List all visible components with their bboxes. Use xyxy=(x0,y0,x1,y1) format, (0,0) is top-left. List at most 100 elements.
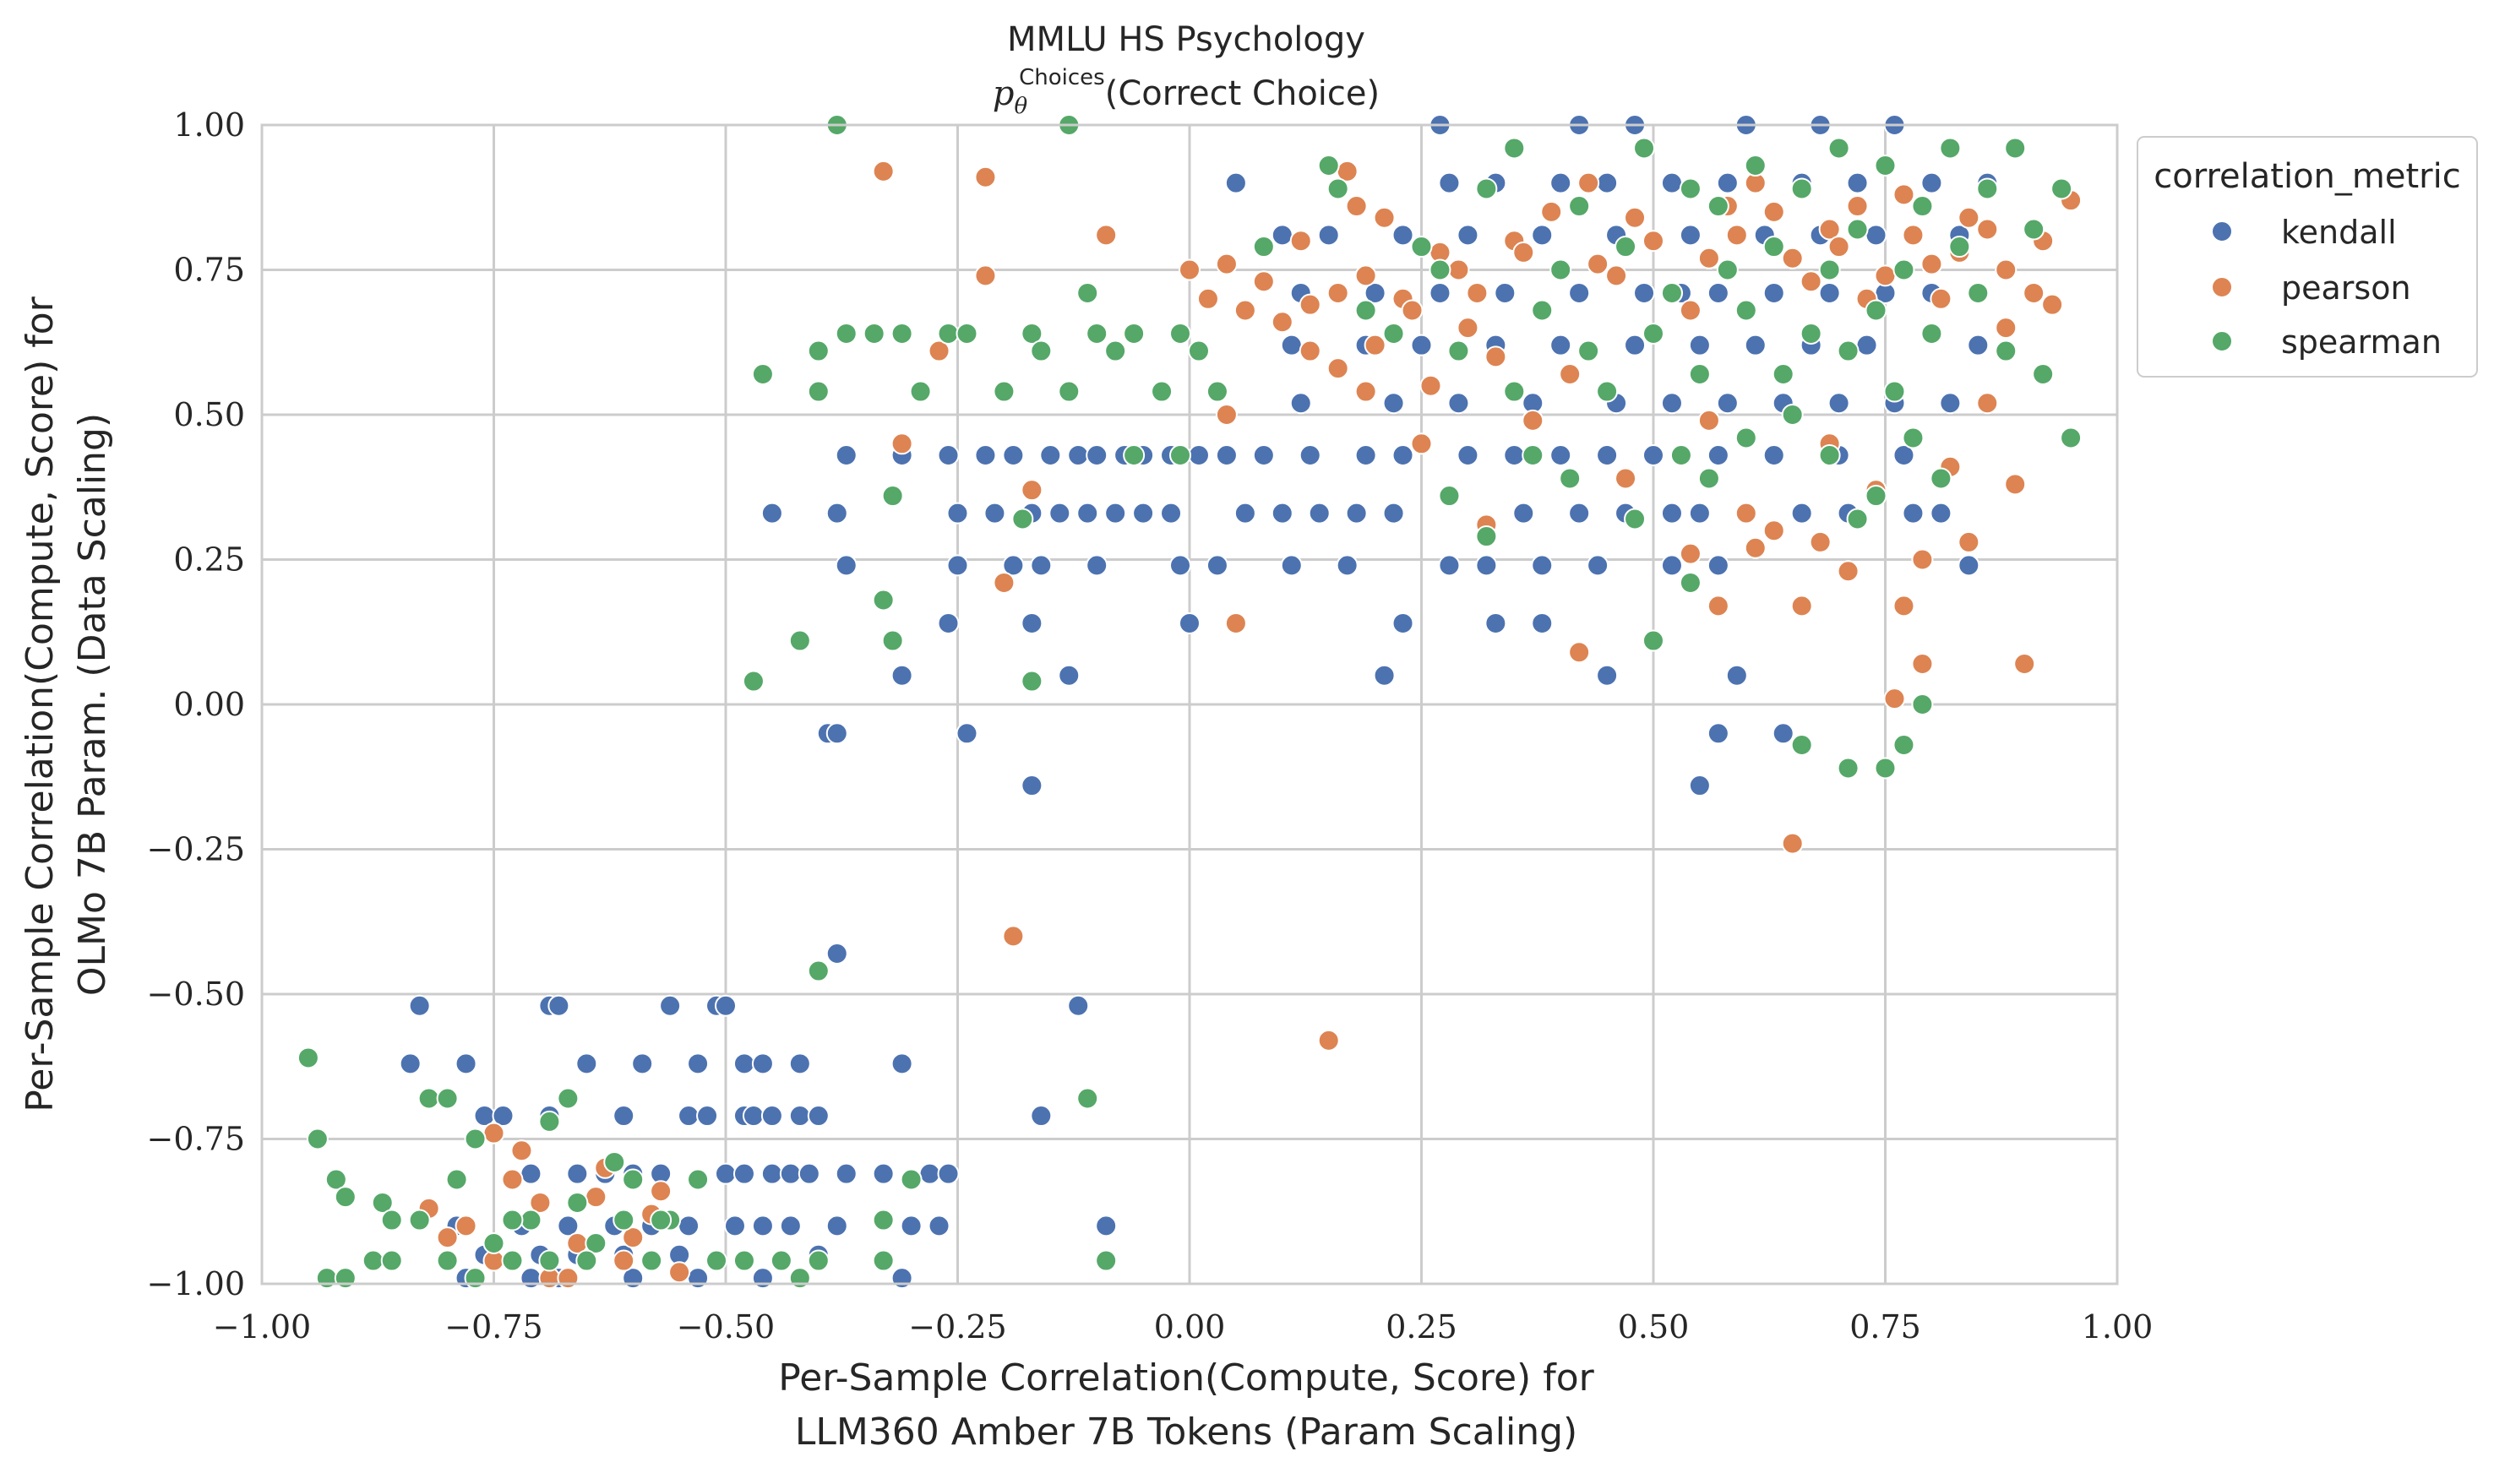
point-pearson xyxy=(1326,357,1349,380)
point-pearson xyxy=(1911,548,1934,571)
point-kendall xyxy=(408,994,431,1017)
point-kendall xyxy=(1762,444,1785,467)
x-tick-label: −0.25 xyxy=(908,1308,1006,1345)
point-kendall xyxy=(1930,502,1952,525)
point-spearman xyxy=(751,362,774,385)
point-kendall xyxy=(872,1162,895,1185)
point-pearson xyxy=(1605,264,1628,287)
x-tick-label: −0.75 xyxy=(444,1308,542,1345)
x-axis-label-line2: LLM360 Amber 7B Tokens (Param Scaling) xyxy=(795,1411,1577,1454)
point-pearson xyxy=(1874,264,1897,287)
point-spearman xyxy=(520,1209,542,1231)
point-kendall xyxy=(1206,554,1228,577)
point-spearman xyxy=(1317,155,1340,177)
point-spearman xyxy=(1967,281,1990,304)
point-kendall xyxy=(557,1215,580,1237)
point-kendall xyxy=(1067,994,1090,1017)
legend-label-pearson: pearson xyxy=(2281,269,2411,307)
point-kendall xyxy=(890,1267,913,1290)
y-axis-label-line1: Per-Sample Correlation(Compute, Score) f… xyxy=(19,296,62,1112)
point-pearson xyxy=(1354,264,1377,287)
legend-marker-kendall xyxy=(2211,220,2233,242)
point-pearson xyxy=(1920,253,1943,275)
point-kendall xyxy=(1902,502,1925,525)
y-tick-labels: −1.00 −0.75 −0.50 −0.25 0.00 0.25 0.50 0.75 1.00 xyxy=(147,106,245,1302)
point-spearman xyxy=(1475,177,1498,200)
point-spearman xyxy=(640,1249,663,1272)
point-pearson xyxy=(1587,253,1609,275)
point-pearson xyxy=(1021,479,1043,502)
point-kendall xyxy=(1892,444,1915,467)
point-spearman xyxy=(1615,236,1637,258)
point-pearson xyxy=(1002,925,1025,948)
point-spearman xyxy=(2004,137,2027,160)
point-kendall xyxy=(937,444,960,467)
point-pearson xyxy=(1707,595,1729,617)
point-spearman xyxy=(408,1209,431,1231)
point-pearson xyxy=(585,1186,607,1209)
point-spearman xyxy=(1624,508,1647,530)
point-kendall xyxy=(1707,281,1729,304)
point-pearson xyxy=(1809,530,1832,553)
point-spearman xyxy=(807,1249,830,1272)
point-pearson xyxy=(436,1226,459,1249)
point-spearman xyxy=(1447,340,1470,362)
point-kendall xyxy=(575,1052,598,1075)
point-spearman xyxy=(1522,444,1544,467)
point-kendall xyxy=(1716,171,1739,194)
point-spearman xyxy=(807,380,830,403)
point-pearson xyxy=(1697,409,1720,432)
point-spearman xyxy=(1865,299,1887,322)
point-kendall xyxy=(1345,502,1368,525)
point-spearman xyxy=(2032,362,2055,385)
point-pearson xyxy=(1995,258,2018,281)
point-kendall xyxy=(631,1052,654,1075)
point-kendall xyxy=(1549,444,1572,467)
point-pearson xyxy=(1762,200,1785,223)
point-pearson xyxy=(1902,224,1925,247)
point-kendall xyxy=(732,1162,755,1185)
point-kendall xyxy=(760,502,783,525)
point-kendall xyxy=(1716,392,1739,415)
point-spearman xyxy=(380,1249,403,1272)
point-kendall xyxy=(1002,444,1025,467)
point-spearman xyxy=(1865,485,1887,508)
point-spearman xyxy=(890,322,913,345)
point-kendall xyxy=(890,664,913,687)
point-spearman xyxy=(900,1168,923,1191)
point-kendall xyxy=(1317,224,1340,247)
point-pearson xyxy=(1299,293,1321,316)
point-pearson xyxy=(1271,311,1293,334)
point-spearman xyxy=(742,670,765,693)
point-pearson xyxy=(993,571,1016,594)
y-tick-label: −0.75 xyxy=(147,1121,245,1158)
point-spearman xyxy=(585,1231,607,1254)
point-spearman xyxy=(1086,322,1108,345)
point-kendall xyxy=(1364,281,1386,304)
point-pearson xyxy=(1364,334,1386,356)
point-kendall xyxy=(399,1052,422,1075)
point-pearson xyxy=(1233,299,1256,322)
y-tick-label: −1.00 xyxy=(147,1265,245,1302)
point-spearman xyxy=(1734,299,1757,322)
point-spearman xyxy=(1410,236,1433,258)
point-pearson xyxy=(1457,317,1479,340)
point-kendall xyxy=(779,1162,802,1185)
point-pearson xyxy=(1790,595,1813,617)
point-kendall xyxy=(1920,171,1943,194)
legend-marker-spearman xyxy=(2211,330,2233,352)
point-spearman xyxy=(380,1209,403,1231)
point-pearson xyxy=(1326,281,1349,304)
point-kendall xyxy=(1688,502,1711,525)
point-spearman xyxy=(993,380,1016,403)
point-kendall xyxy=(1336,554,1359,577)
point-spearman xyxy=(1707,195,1729,218)
point-kendall xyxy=(1095,1215,1118,1237)
point-spearman xyxy=(788,1267,811,1290)
point-pearson xyxy=(1317,1029,1340,1052)
point-pearson xyxy=(1800,270,1822,293)
point-pearson xyxy=(1512,241,1535,264)
y-tick-label: 0.25 xyxy=(173,541,245,579)
point-kendall xyxy=(900,1215,923,1237)
